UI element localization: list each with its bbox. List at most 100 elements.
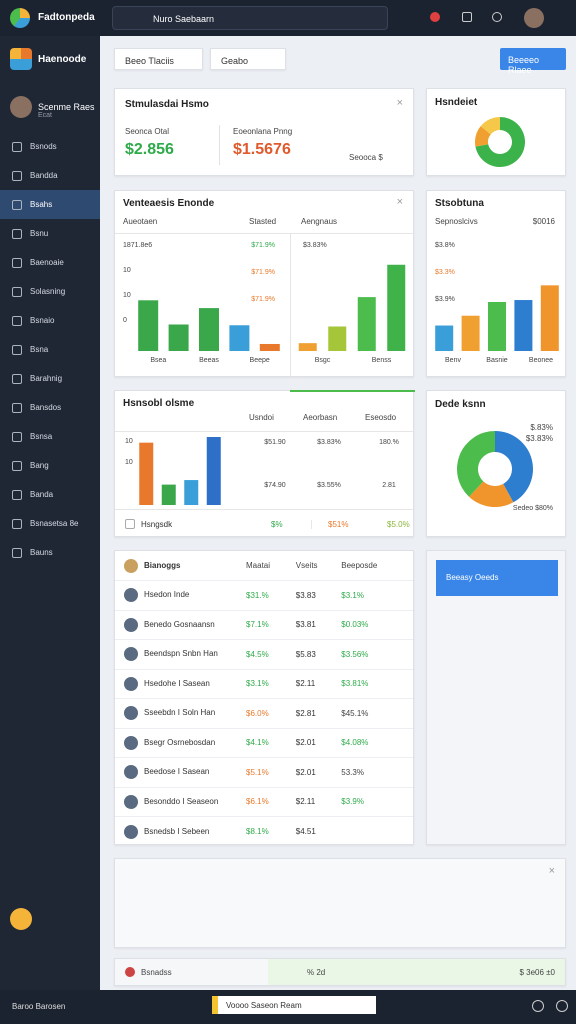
filter[interactable]: Geabo bbox=[210, 48, 286, 70]
stats-card: Stsobtuna Sepnoslcivs $0016 Benv Basnie Be… bbox=[426, 190, 566, 377]
footer-value: $51% bbox=[311, 519, 387, 529]
settings-icon[interactable] bbox=[492, 12, 502, 22]
avatar[interactable] bbox=[524, 8, 544, 28]
nav-item[interactable]: Bang bbox=[0, 451, 100, 480]
cell: $4.5% bbox=[245, 639, 295, 669]
nav-item[interactable]: Solasning bbox=[0, 277, 100, 306]
search[interactable]: Nuro Saebaarn bbox=[112, 6, 388, 30]
cell-text: Besonddo I Seaseon bbox=[144, 796, 219, 806]
cell-text: $5.83 bbox=[295, 649, 316, 659]
table-row[interactable]: Sseebdn I Soln Han $6.0% $2.81 $45.1% bbox=[115, 698, 413, 728]
cell: 53.3% bbox=[340, 757, 413, 787]
cell-text: $3.9% bbox=[341, 797, 364, 807]
cell: Bsnedsb I Sebeen bbox=[115, 816, 245, 846]
revenue-card: Venteaesis Enonde × Aueotaen Stasted Aen… bbox=[114, 190, 415, 378]
divider bbox=[115, 233, 415, 234]
cell: Sseebdn I Soln Han bbox=[115, 698, 245, 728]
nav-item[interactable]: Bsnaio bbox=[0, 306, 100, 335]
cell: $3.83% bbox=[317, 439, 341, 446]
nav-item[interactable]: Bandda bbox=[0, 161, 100, 190]
table-row[interactable]: Beendspn Snbn Han $4.5% $5.83 $3.56% bbox=[115, 639, 413, 669]
avatar bbox=[124, 824, 138, 839]
empty-card: × bbox=[114, 858, 566, 948]
link[interactable]: Sepnoslcivs bbox=[435, 217, 478, 226]
table-row[interactable]: Bsnedsb I Sebeen $8.1% $4.51 bbox=[115, 816, 413, 846]
nav-item[interactable]: Barahnig bbox=[0, 364, 100, 393]
cell: $8.1% bbox=[245, 816, 295, 846]
col-header: Stasted bbox=[249, 217, 277, 226]
stat-value: $2.856 bbox=[125, 141, 174, 158]
avatar bbox=[124, 558, 138, 573]
avatar bbox=[124, 588, 138, 603]
checkbox[interactable] bbox=[125, 519, 135, 529]
x-label: Bsgc bbox=[315, 357, 331, 364]
cell: 180.% bbox=[379, 439, 399, 446]
cell: $45.1% bbox=[340, 698, 413, 728]
nav-item[interactable]: Bsnu bbox=[0, 219, 100, 248]
cell: Hsedon Inde bbox=[115, 580, 245, 610]
col-header: Aeorbasn bbox=[303, 413, 338, 422]
nav-item[interactable]: Baenoaie bbox=[0, 248, 100, 277]
donut-slice bbox=[475, 117, 525, 167]
strip-value: $ 3e06 ±0 bbox=[519, 968, 555, 977]
table-row[interactable]: Hsedohe I Sasean $3.1% $2.11 $3.81% bbox=[115, 668, 413, 699]
panel-button[interactable]: Beeasy Oeeds bbox=[436, 560, 558, 596]
table-row[interactable]: Beedose I Sasean $5.1% $2.01 53.3% bbox=[115, 757, 413, 787]
table-row[interactable]: Besonddo I Seaseon $6.1% $2.11 $3.9% bbox=[115, 786, 413, 817]
nav-item[interactable]: Bauns bbox=[0, 538, 100, 567]
table-row[interactable]: Benedo Gosnaansn $7.1% $3.81 $0.03% bbox=[115, 609, 413, 640]
card-title: Dede ksnn bbox=[435, 399, 486, 410]
nav-item[interactable]: Bsna bbox=[0, 335, 100, 364]
nav-item[interactable]: Bsahs bbox=[0, 190, 100, 219]
donut-slice bbox=[475, 126, 491, 147]
cell: 2.81 bbox=[382, 482, 396, 489]
action-button[interactable]: Beeeeo Rlaee bbox=[500, 48, 566, 75]
bar-chart: 10 10 $51.90 $3.83% 180.% $74.90 $3.55% 2.81 bbox=[125, 437, 399, 505]
side-panel: Beeasy Oeeds bbox=[426, 550, 566, 845]
x-label: Beeas bbox=[199, 357, 219, 364]
nav-item[interactable]: Bansdos bbox=[0, 393, 100, 422]
table-row[interactable]: Hsedon Inde $31.% $3.83 $3.1% bbox=[115, 580, 413, 610]
notify-icon[interactable] bbox=[430, 12, 440, 22]
avatar bbox=[124, 617, 138, 632]
cell: $6.0% bbox=[245, 698, 295, 728]
msg-icon[interactable] bbox=[462, 12, 472, 22]
nav-label: Bang bbox=[30, 461, 49, 470]
x-label: Beepe bbox=[250, 357, 270, 364]
nav-label: Bsahs bbox=[30, 200, 53, 209]
nav-icon bbox=[12, 344, 22, 355]
close[interactable]: × bbox=[396, 196, 403, 208]
nav-item[interactable]: Bsnsa bbox=[0, 422, 100, 451]
bar bbox=[206, 437, 221, 505]
cell: $3.56% bbox=[340, 639, 413, 669]
nav-item[interactable]: Bsnasetsa 8e bbox=[0, 509, 100, 538]
cell: $2.11 bbox=[294, 668, 341, 699]
help-button[interactable] bbox=[10, 908, 32, 930]
close[interactable]: × bbox=[396, 97, 403, 109]
stat-value: $1.5676 bbox=[233, 141, 291, 158]
col-header: Beeposde bbox=[341, 561, 378, 570]
card-title: Hsnsobl olsme bbox=[123, 398, 195, 409]
filter[interactable]: Beeo Tlaciis bbox=[114, 48, 203, 70]
axis-label: $3.83% bbox=[303, 242, 327, 249]
bar bbox=[139, 442, 154, 505]
col-header: Usndoi bbox=[249, 413, 274, 422]
bar bbox=[488, 302, 506, 351]
cell-text: $3.1% bbox=[341, 590, 364, 600]
cell-text: Bsnedsb I Sebeen bbox=[144, 826, 210, 836]
close[interactable]: × bbox=[548, 865, 555, 877]
cell-text: $8.1% bbox=[246, 827, 269, 836]
avatar bbox=[124, 735, 138, 750]
footer-icon[interactable] bbox=[556, 1000, 568, 1012]
nav-item[interactable]: Bsnods bbox=[0, 132, 100, 161]
footer-icon[interactable] bbox=[532, 1000, 544, 1012]
footer-bar: Baroo Barosen Voooo Saseon Ream bbox=[0, 990, 576, 1024]
cell: $3.9% bbox=[340, 786, 413, 817]
nav-item[interactable]: Banda bbox=[0, 480, 100, 509]
axis-label: 10 bbox=[125, 459, 133, 466]
cell-text: $3.56% bbox=[341, 649, 369, 659]
note: $71.9% bbox=[251, 296, 275, 303]
cell-text: $4.51 bbox=[295, 827, 316, 836]
table-row[interactable]: Bsegr Osrnebosdan $4.1% $2.01 $4.08% bbox=[115, 727, 413, 758]
cell-text: $3.1% bbox=[246, 679, 269, 689]
